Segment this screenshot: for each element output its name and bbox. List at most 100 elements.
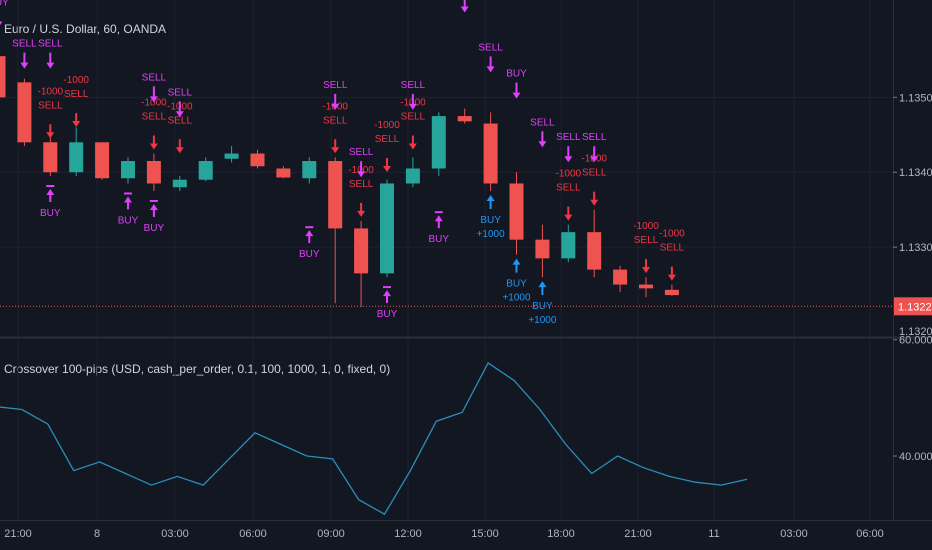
price-axis[interactable]: 1.13300 1.13400 1.13500 1.13200 1.13221 40.00… [893, 92, 932, 463]
candle-body [664, 289, 679, 296]
exit-marker-head [564, 156, 573, 163]
candle-body [198, 161, 213, 180]
sell-arrow-head [72, 121, 81, 128]
candle-body [69, 142, 84, 173]
candle-body [302, 161, 317, 179]
time-tick-label: 18:00 [547, 528, 575, 540]
exit-marker-label: SELL [478, 42, 503, 53]
order-qty-label: +1000 [502, 293, 531, 304]
exit-marker-label: SELL [530, 117, 555, 128]
entry-marker-head [149, 203, 158, 210]
candle-body [43, 142, 58, 173]
time-tick-label: 11 [708, 528, 719, 540]
time-axis[interactable]: 21:00 8 03:00 06:00 09:00 12:00 15:00 18:00 21:0… [4, 528, 884, 540]
price-tick-label-partial: 1.13200 [899, 326, 932, 338]
sell-arrow-head [149, 143, 158, 150]
sell-arrow-head [175, 147, 184, 154]
order-side-label: BUY [506, 279, 527, 290]
entry-marker-head [305, 230, 314, 237]
exit-marker-label: SELL [142, 72, 167, 83]
order-qty-label: -1000 [633, 221, 659, 232]
order-side-label: SELL [142, 112, 167, 123]
exit-marker-label: SELL [401, 80, 426, 91]
indicator-title: Crossover 100-pips (USD, cash_per_order,… [4, 362, 391, 376]
exit-marker-label: SELL [12, 39, 37, 50]
price-tick-label: 1.13300 [899, 242, 932, 254]
entry-marker-head [434, 215, 443, 222]
entry-marker-head [383, 290, 391, 297]
time-tick-label: 09:00 [317, 528, 345, 540]
order-side-label: SELL [556, 183, 581, 194]
candle-body [613, 269, 628, 285]
symbol-title: Euro / U.S. Dollar, 60, OANDA [4, 22, 167, 36]
candle-body [17, 82, 32, 143]
candle-body [172, 179, 187, 188]
candle-body [405, 168, 420, 184]
order-qty-label: -1000 [38, 86, 64, 97]
order-qty-label: -1000 [63, 75, 89, 86]
exit-marker-head [538, 141, 547, 148]
exit-marker-head [149, 96, 158, 103]
time-tick-label: 12:00 [394, 528, 422, 540]
entry-marker-head [124, 196, 132, 203]
exit-marker-head [0, 21, 3, 26]
order-side-label: SELL [323, 115, 348, 126]
sell-arrow-head [357, 210, 366, 217]
order-side-label: SELL [64, 89, 89, 100]
candle-body [328, 161, 343, 229]
order-qty-label: -1000 [141, 98, 167, 109]
order-side-label: SELL [401, 112, 426, 123]
order-side-label: SELL [582, 168, 607, 179]
sell-arrow-head [590, 199, 599, 206]
exit-marker-head [460, 6, 469, 13]
exit-marker-label: SELL [168, 87, 193, 98]
candle-body [639, 284, 653, 289]
time-tick-label: 06:00 [239, 528, 267, 540]
order-qty-label: +1000 [477, 229, 506, 240]
entry-marker-label: BUY [118, 215, 139, 226]
candle-body [431, 116, 446, 169]
sell-arrow-head [408, 143, 417, 150]
candle-body [95, 142, 110, 179]
buy-arrow-head [538, 281, 547, 288]
sell-arrow-head [667, 274, 676, 281]
indicator-tick-label: 60.0000 [899, 335, 932, 347]
order-qty-label: -1000 [556, 169, 582, 180]
entry-marker-label: BUY [377, 309, 398, 320]
last-price-label: 1.13221 [898, 301, 932, 313]
exit-marker-label: SELL [323, 80, 348, 91]
sell-arrow-head [383, 165, 391, 172]
time-tick-label: 06:00 [856, 528, 884, 540]
indicator-pane[interactable] [0, 362, 748, 516]
price-tick-label: 1.13500 [899, 92, 932, 104]
order-side-label: SELL [38, 100, 63, 111]
exit-marker-head [357, 171, 366, 178]
candle-body [276, 168, 291, 178]
candle-body [535, 239, 550, 259]
order-side-label: SELL [375, 134, 400, 145]
exit-marker-head [20, 62, 29, 69]
exit-marker-label: SELL [556, 132, 581, 143]
candle-body [250, 153, 265, 167]
candle-body [354, 228, 369, 274]
entry-marker-label: BUY [40, 208, 61, 219]
time-tick-label: 21:00 [4, 528, 32, 540]
exit-marker-label: SELL [38, 39, 63, 50]
order-qty-label: +1000 [528, 315, 557, 326]
buy-arrow-head [486, 194, 495, 201]
buy-arrow-head [512, 258, 521, 265]
exit-marker-head [331, 103, 340, 110]
order-qty-label: -1000 [374, 120, 400, 131]
order-side-label: SELL [349, 179, 374, 190]
order-side-label: SELL [168, 115, 193, 126]
order-side-label: SELL [634, 235, 659, 246]
candle-body [0, 56, 6, 98]
price-pane[interactable]: -1000SELL-1000SELL-1000SELL-1000SELL-100… [0, 0, 893, 326]
candle-body [457, 116, 472, 122]
sell-arrow-head [46, 132, 55, 139]
exit-marker-head [46, 62, 55, 69]
entry-marker-head [46, 188, 55, 195]
sell-arrow-head [642, 267, 650, 274]
exit-marker-label: SELL [349, 147, 374, 158]
